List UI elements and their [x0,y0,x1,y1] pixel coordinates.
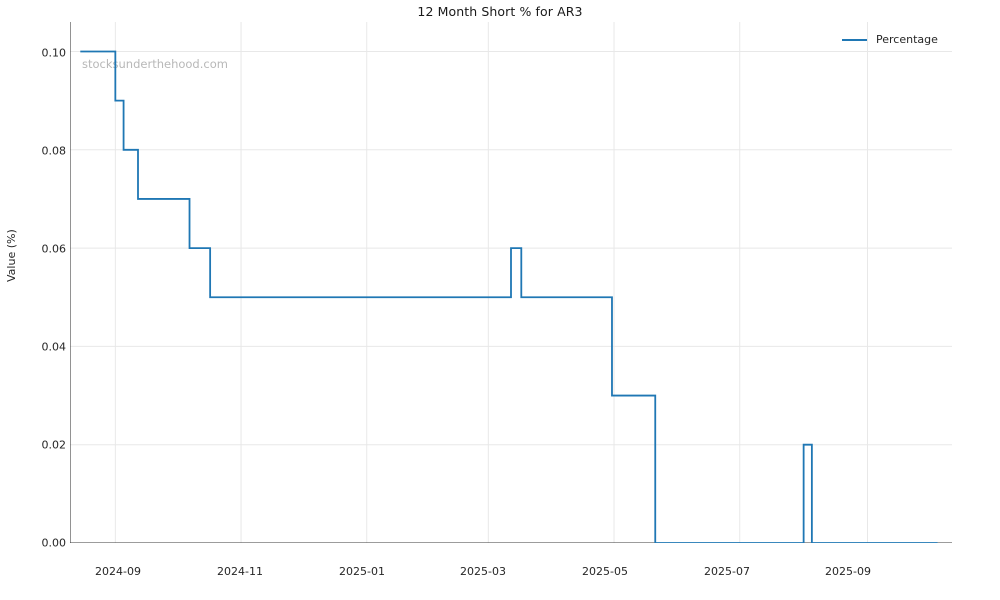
y-tick-label: 0.08 [41,144,67,158]
y-axis-tick-labels: 0.00 0.02 0.04 0.06 0.08 0.10 [10,0,67,600]
legend-color-swatch [842,38,868,41]
chart-legend: Percentage [842,33,938,46]
y-tick-label: 0.10 [41,46,67,60]
watermark-text: stocksunderthehood.com [82,57,228,71]
y-tick-label: 0.02 [41,438,67,452]
x-tick-label: 2025-01 [339,565,385,578]
y-tick-label: 0.06 [41,242,67,256]
x-axis-tick-labels: 2024-09 2024-11 2025-01 2025-03 2025-05 … [0,565,1000,589]
y-tick-label: 0.00 [41,536,67,550]
x-tick-label: 2025-03 [460,565,506,578]
plot-canvas [70,22,952,543]
x-tick-label: 2025-09 [825,565,871,578]
plot-area [70,22,952,543]
vertical-gridlines [114,22,869,543]
x-tick-label: 2024-09 [95,565,141,578]
y-tick-label: 0.04 [41,340,67,354]
legend-label: Percentage [876,33,938,46]
x-tick-label: 2025-05 [582,565,628,578]
x-tick-label: 2025-07 [704,565,750,578]
x-tick-label: 2024-11 [217,565,263,578]
data-series-percentage [80,50,938,543]
chart-title: 12 Month Short % for AR3 [417,4,583,19]
